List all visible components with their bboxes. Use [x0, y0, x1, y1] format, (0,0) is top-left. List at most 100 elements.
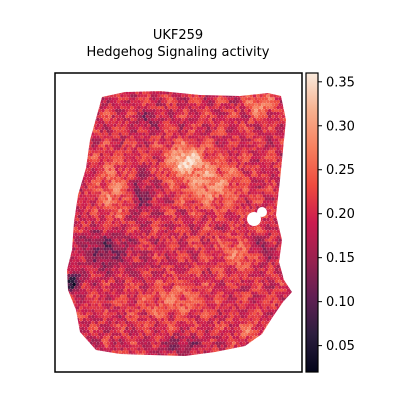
- spot: [84, 279, 88, 284]
- spot: [84, 173, 88, 178]
- spot: [206, 108, 211, 113]
- spot: [181, 206, 185, 210]
- spot: [111, 238, 116, 242]
- spot: [174, 206, 178, 210]
- spot: [239, 223, 243, 228]
- spot: [91, 250, 95, 254]
- spot: [194, 194, 199, 198]
- spot: [257, 132, 262, 136]
- spot: [123, 241, 127, 245]
- spot: [114, 144, 119, 148]
- spot: [104, 285, 109, 290]
- spot: [279, 141, 284, 145]
- spot: [259, 164, 263, 169]
- spot: [184, 117, 189, 122]
- spot: [218, 247, 223, 251]
- spot: [201, 294, 206, 298]
- spot: [237, 97, 241, 101]
- spot: [154, 111, 158, 116]
- spot: [262, 141, 267, 145]
- spot: [225, 123, 229, 128]
- spot: [126, 182, 131, 186]
- spot: [157, 182, 161, 186]
- spot: [273, 241, 277, 245]
- spot: [92, 229, 97, 234]
- spot: [137, 223, 141, 228]
- spot: [165, 250, 170, 254]
- spot: [267, 208, 272, 213]
- spot: [159, 185, 163, 189]
- spot: [143, 176, 148, 181]
- spot: [113, 282, 117, 287]
- spot: [131, 167, 136, 172]
- spot: [232, 223, 236, 228]
- spot: [142, 197, 146, 201]
- spot: [271, 267, 275, 272]
- spot: [155, 132, 160, 136]
- spot: [128, 191, 133, 195]
- spot: [131, 108, 136, 113]
- spot: [179, 267, 184, 272]
- spot: [240, 291, 245, 295]
- spot: [72, 259, 76, 263]
- spot: [140, 270, 144, 275]
- spot: [254, 267, 258, 272]
- spot: [92, 223, 97, 228]
- spot: [118, 261, 122, 266]
- spot: [274, 108, 279, 113]
- spot: [267, 297, 272, 301]
- spot: [186, 285, 190, 290]
- spot: [225, 235, 229, 239]
- spot: [199, 197, 204, 201]
- spot: [186, 244, 190, 248]
- spot: [143, 235, 148, 239]
- spot: [205, 117, 209, 122]
- spot: [223, 197, 228, 201]
- spot: [164, 200, 168, 204]
- spot: [74, 291, 78, 295]
- spot: [179, 114, 184, 119]
- spot: [211, 229, 216, 234]
- spot: [167, 141, 172, 145]
- spot: [189, 102, 194, 107]
- spot: [184, 123, 189, 128]
- spot: [181, 282, 185, 287]
- spot: [106, 153, 110, 157]
- spot: [106, 229, 110, 234]
- spot: [250, 197, 255, 201]
- spot: [131, 120, 136, 125]
- spot: [269, 294, 274, 298]
- spot: [205, 247, 209, 251]
- spot: [109, 253, 114, 257]
- spot: [152, 226, 156, 231]
- spot: [210, 256, 214, 260]
- spot: [96, 259, 100, 263]
- spot: [244, 232, 248, 237]
- spot: [242, 247, 246, 251]
- spot: [106, 282, 110, 287]
- spot: [137, 153, 141, 157]
- spot: [232, 206, 236, 210]
- spot: [254, 226, 258, 231]
- spot: [126, 141, 131, 145]
- spot: [264, 238, 269, 242]
- spot: [133, 111, 138, 116]
- spot: [79, 253, 83, 257]
- spot: [186, 114, 190, 119]
- spot: [247, 208, 252, 213]
- spot: [126, 235, 131, 239]
- spot: [240, 208, 245, 213]
- spot: [269, 200, 274, 204]
- spot: [97, 297, 102, 301]
- spot: [208, 158, 212, 163]
- spot: [269, 94, 274, 98]
- spot: [196, 108, 201, 113]
- spot: [75, 264, 80, 269]
- spot: [179, 291, 184, 295]
- spot: [240, 244, 245, 248]
- spot: [159, 238, 163, 242]
- spot: [101, 114, 105, 119]
- spot: [211, 206, 216, 210]
- spot: [97, 279, 102, 284]
- spot: [210, 144, 214, 148]
